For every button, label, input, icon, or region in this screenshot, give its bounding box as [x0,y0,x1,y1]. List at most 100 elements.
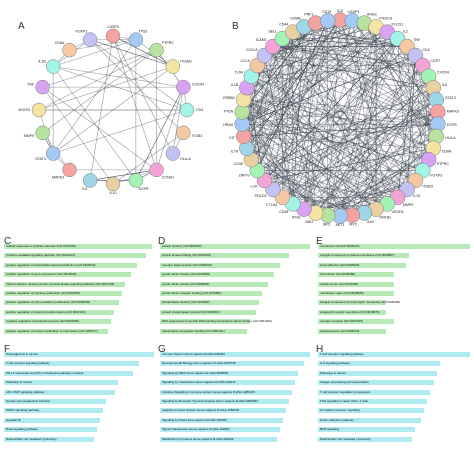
enrichment-bar [160,300,259,306]
network-edge [243,99,398,198]
enrichment-term-label: T cell receptor regulation of apoptosis [320,389,370,394]
network-edge [315,170,423,214]
network-edge [38,49,157,111]
network-node-label: EGFR [447,123,457,127]
network-edge [257,65,434,149]
network-edge [242,123,408,190]
enrichment-term-label: phagocytic vesicle membrane (GO:0030670) [320,309,380,314]
panel-label-b: B [232,21,239,32]
enrichment-term-label: cellular response to cytokine stimulus (… [6,244,76,248]
network-node-label: SRC [323,222,331,226]
network-edge [339,19,434,149]
network-node-label: AKT1 [336,223,345,227]
enrichment-bar [318,281,394,287]
network-node-label: CXCL8 [246,48,258,52]
enrichment-term-label: Rap1 signaling pathway [6,427,38,432]
network-edge [272,19,341,190]
network-edge [364,46,408,213]
network-node-label: TNF [413,38,421,42]
network-node-label: CXCR4 [192,83,204,87]
network-node-label: ICS [337,9,344,13]
enrichment-term-label: Signaling by Interleukins Homo sapiens R… [162,380,236,385]
enrichment-bar [160,399,289,404]
enrichment-bar [318,417,422,423]
network-node-label: HLA-A [180,157,191,161]
enrichment-bar [4,328,108,334]
enrichment-bar [318,436,413,442]
network-edge [89,39,184,134]
enrichment-term-label: Hepatitis B [6,417,21,422]
network-node-label: ITGB3 [192,134,202,138]
enrichment-term-label: positive regulation of protein phosphory… [6,309,86,314]
network-node-label: PTPRC [162,41,175,45]
network-edge [135,86,184,181]
network-edge [292,31,438,125]
network-edge [243,136,434,149]
enrichment-bar [160,389,292,395]
network-node-label: MMP9 [403,203,413,207]
network-edge [53,109,188,154]
network-edge [282,38,408,190]
network-node-label: CD4 [422,48,429,52]
network-node-label: GZMB [290,17,301,21]
network-node [35,79,50,95]
enrichment-bar [318,427,416,433]
network-edge [69,39,136,51]
network-edge [241,123,305,210]
enrichment-bar [160,436,277,442]
enrichment-bar [4,309,114,315]
enrichment-bar [4,244,152,249]
network-edge [406,46,416,181]
network-edge [251,75,434,89]
network-edge [292,31,437,100]
enrichment-bar [4,291,123,296]
enrichment-bar [160,291,262,296]
panel-label-g: G [158,344,166,355]
enrichment-bar [318,361,440,367]
network-node-label: CD3E [234,162,244,166]
network-edge [282,32,294,198]
network-node-label: ICAM1 [256,38,267,42]
network-edge [303,20,329,210]
network-node [62,162,77,178]
network-edge [406,55,416,190]
network-edge [292,38,398,205]
enrichment-term-label: positive regulation of protein localizat… [6,328,98,333]
network-node-label: PTPRC [437,162,450,166]
network-node-label: TLR4 [234,71,243,75]
enrichment-term-label: Signal Transduction Homo sapiens R-HSA-1… [162,427,230,432]
network-node [45,146,61,161]
network-node-label: IL10 [110,191,117,195]
network-edge [292,31,408,47]
network-node-label: MYC [349,222,357,226]
enrichment-term-label: protein kinase binding (GO:0019901) [162,253,212,258]
enrichment-term-label: endolysosome (GO:0036019) [320,328,360,333]
enrichment-bar [318,399,428,404]
network-edge [282,38,438,113]
network-node-label: CCND1 [162,175,174,179]
enrichment-term-label: Natural killer cell mediated cytotoxicit… [320,436,371,441]
network-edge [246,148,328,216]
enrichment-term-label: JAK-STAT signaling pathway [6,389,45,394]
enrichment-term-label: receptor complex (GO:0043235) [320,319,364,324]
network-edge [257,87,434,171]
enrichment-term-label: integral component of plasma membrane (G… [320,253,395,258]
enrichment-term-label: growth factor receptor binding (GO:00708… [162,291,222,295]
enrichment-bar [318,253,410,259]
network-edge [242,26,377,113]
network-node-label: JAK2 [305,220,314,224]
network-edge [243,99,423,171]
network-node-label: KIT [229,136,235,140]
enrichment-term-label: membrane region (GO:0098589) [320,291,364,295]
network-edge [327,111,439,216]
network-edge [282,99,437,198]
enrichment-term-label: Nectin adhesion pathway [320,417,354,422]
network-node [320,13,336,29]
enrichment-term-label: PD-L1 expression and PD-1 checkpoint pat… [6,370,84,375]
network-edge [292,99,437,205]
network-node [31,102,47,118]
enrichment-term-label: cytokine-mediated signaling pathway (GO:… [6,253,76,258]
network-node [82,173,98,188]
enrichment-term-label: IL-6 signaling pathway [320,361,350,366]
enrichment-term-label: positive regulation of intracellular sig… [6,262,96,267]
